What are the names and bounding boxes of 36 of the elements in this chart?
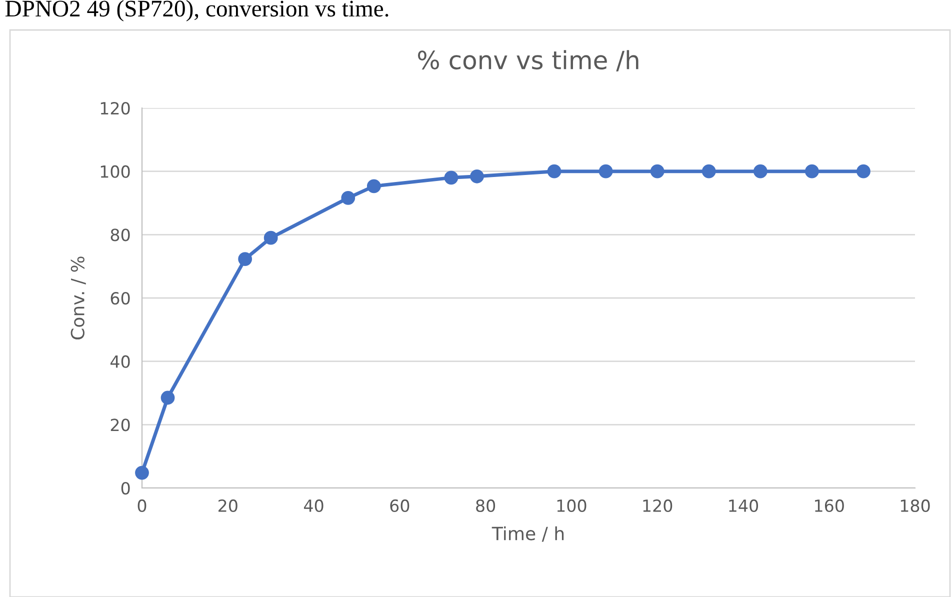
x-tick-label: 120 bbox=[643, 499, 672, 512]
point bbox=[135, 466, 149, 480]
point bbox=[702, 164, 716, 178]
x-tick-label: 180 bbox=[900, 499, 930, 512]
point bbox=[804, 164, 819, 178]
x-tick-label: 20 bbox=[218, 499, 238, 512]
y-tick-label: 60 bbox=[110, 292, 130, 305]
point bbox=[264, 230, 278, 245]
y-tick-label: 120 bbox=[100, 102, 130, 115]
y-tick-label: 0 bbox=[121, 482, 130, 495]
y-axis-title: Conv. / % bbox=[70, 256, 86, 340]
point bbox=[650, 164, 664, 178]
point bbox=[753, 164, 768, 178]
x-tick-label: 60 bbox=[390, 499, 410, 512]
x-tick-label: 140 bbox=[729, 499, 758, 512]
x-tick-label: 160 bbox=[815, 499, 844, 512]
point bbox=[366, 179, 381, 194]
point bbox=[547, 164, 562, 178]
y-tick-label: 40 bbox=[110, 355, 130, 368]
x-tick-label: 100 bbox=[557, 499, 586, 512]
point bbox=[856, 164, 870, 178]
point bbox=[598, 164, 613, 178]
point bbox=[160, 390, 175, 405]
point bbox=[470, 169, 484, 184]
x-axis-title: Time / h bbox=[492, 526, 564, 542]
y-tick-label: 20 bbox=[110, 418, 130, 432]
y-tick-label: 80 bbox=[110, 228, 130, 242]
y-tick-label: 100 bbox=[100, 165, 130, 178]
point bbox=[238, 252, 252, 266]
x-tick-label: 0 bbox=[138, 499, 146, 512]
text: DPNO2 49 (SP720), conversion vs time. bbox=[5, 0, 388, 22]
x-tick-label: 80 bbox=[476, 499, 496, 512]
chart-title: % conv vs time /h bbox=[418, 50, 638, 72]
point bbox=[341, 190, 356, 205]
point bbox=[444, 170, 458, 185]
x-tick-label: 40 bbox=[304, 499, 324, 512]
